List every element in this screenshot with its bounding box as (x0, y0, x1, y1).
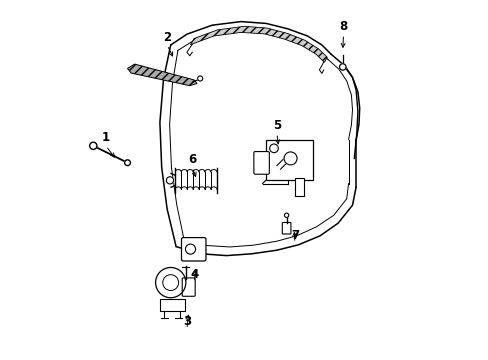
Text: 1: 1 (102, 131, 110, 144)
Circle shape (185, 244, 195, 254)
Text: 3: 3 (183, 315, 191, 328)
Text: 5: 5 (272, 119, 281, 132)
Text: 6: 6 (188, 153, 196, 166)
Circle shape (269, 144, 278, 153)
Circle shape (124, 160, 130, 166)
FancyBboxPatch shape (253, 152, 269, 174)
Circle shape (339, 64, 346, 70)
FancyBboxPatch shape (160, 299, 185, 311)
Polygon shape (190, 26, 326, 62)
FancyBboxPatch shape (182, 278, 195, 296)
Circle shape (89, 142, 97, 149)
Circle shape (284, 152, 296, 165)
FancyBboxPatch shape (282, 222, 290, 234)
Text: 7: 7 (290, 229, 298, 242)
Circle shape (166, 177, 173, 184)
Text: 4: 4 (189, 268, 198, 281)
FancyBboxPatch shape (294, 178, 303, 196)
Polygon shape (127, 64, 197, 86)
Circle shape (284, 213, 288, 217)
Circle shape (155, 267, 185, 298)
FancyBboxPatch shape (265, 140, 312, 180)
Text: 2: 2 (163, 31, 171, 44)
FancyBboxPatch shape (181, 238, 205, 261)
Text: 8: 8 (339, 20, 347, 33)
Circle shape (163, 275, 178, 291)
Circle shape (197, 76, 203, 81)
